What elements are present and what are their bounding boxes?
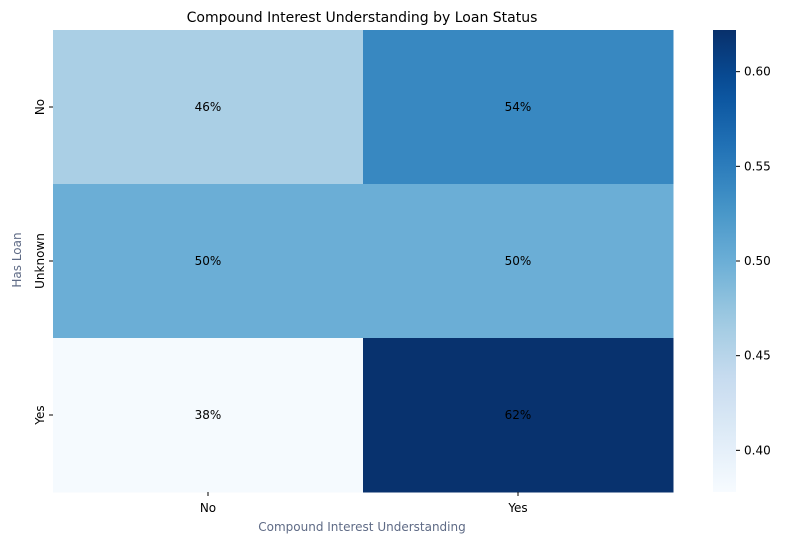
colorbar-tick-label: 0.50 [744,254,771,268]
heatmap-cell [363,338,674,493]
cell-value-label: 50% [505,254,532,268]
heatmap-cells: 46% 54% 50% 50% 38% 62% [53,30,674,493]
x-axis: No Yes [200,492,528,515]
y-tick-label: Unknown [33,233,47,289]
cell-value-label: 50% [195,254,222,268]
x-tick-label: No [200,501,216,515]
heatmap-cell [363,184,674,339]
y-tick-label: Yes [33,405,47,425]
colorbar-tick-label: 0.45 [744,349,771,363]
cell-value-label: 38% [195,408,222,422]
chart-title: Compound Interest Understanding by Loan … [187,10,538,26]
y-axis-label: Has Loan [10,232,24,287]
colorbar-tick-label: 0.40 [744,443,771,457]
heatmap-cell [53,184,364,339]
colorbar-tick-label: 0.60 [744,65,771,79]
heatmap-cell [53,338,364,493]
cell-value-label: 62% [505,408,532,422]
colorbar-tick-label: 0.55 [744,159,771,173]
y-tick-label: No [33,99,47,115]
heatmap-cell [363,30,674,185]
colorbar-gradient [713,30,736,492]
x-axis-label: Compound Interest Understanding [258,520,465,534]
colorbar: 0.40 0.45 0.50 0.55 0.60 [713,30,771,492]
cell-value-label: 54% [505,100,532,114]
x-tick-label: Yes [507,501,527,515]
heatmap-cell [53,30,364,185]
cell-value-label: 46% [195,100,222,114]
y-axis: No Unknown Yes [33,99,53,426]
